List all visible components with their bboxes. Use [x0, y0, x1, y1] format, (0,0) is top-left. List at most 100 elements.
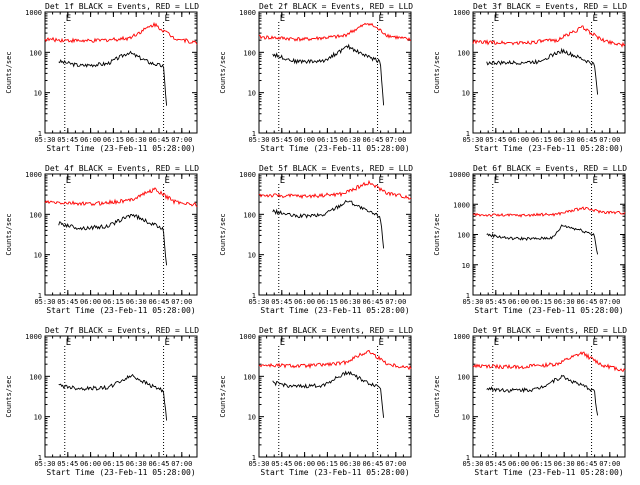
x-axis-label: Start Time (23-Feb-11 05:28:00) — [474, 306, 623, 315]
plot-frame — [472, 11, 626, 134]
events-series-line — [272, 370, 385, 418]
x-tick-label: 06:00 — [294, 136, 315, 144]
y-axis-label: Counts/sec — [219, 375, 227, 417]
plot-frame — [258, 173, 412, 296]
x-tick-label: 06:15 — [103, 136, 124, 144]
x-tick-label: 05:45 — [57, 136, 78, 144]
x-tick-label: 05:30 — [248, 298, 269, 306]
event-marker-label: E — [593, 14, 598, 24]
x-tick-label: 06:00 — [80, 298, 101, 306]
events-series-line — [486, 374, 599, 416]
lld-series-line — [472, 25, 626, 48]
y-tick-label: 1000 — [453, 201, 470, 209]
event-marker-label: E — [165, 176, 170, 186]
x-tick-label: 05:45 — [57, 298, 78, 306]
x-tick-label: 06:15 — [531, 298, 552, 306]
x-tick-label: 05:45 — [57, 460, 78, 468]
events-series-line — [58, 50, 168, 106]
x-axis-label: Start Time (23-Feb-11 05:28:00) — [46, 306, 195, 315]
y-tick-label: 1000 — [239, 333, 256, 341]
event-marker-label: E — [66, 14, 71, 24]
panel-title: Det 8f BLACK = Events, RED = LLD — [259, 326, 413, 335]
panel-det-5: Det 5f BLACK = Events, RED = LLD Counts/s… — [219, 164, 413, 315]
y-tick-label: 1 — [466, 292, 470, 300]
x-axis-label: Start Time (23-Feb-11 05:28:00) — [260, 468, 409, 477]
y-tick-label: 10 — [34, 252, 42, 260]
x-tick-label: 06:30 — [340, 298, 361, 306]
y-tick-label: 10 — [462, 262, 470, 270]
y-axis-label: Counts/sec — [433, 213, 441, 255]
x-tick-label: 07:00 — [171, 460, 192, 468]
lld-series-line — [472, 206, 626, 218]
x-tick-label: 06:30 — [340, 460, 361, 468]
x-tick-label: 07:00 — [599, 136, 620, 144]
x-axis-label: Start Time (23-Feb-11 05:28:00) — [260, 144, 409, 153]
panel-det-2: Det 2f BLACK = Events, RED = LLD Counts/s… — [219, 2, 413, 153]
event-marker-label: E — [494, 176, 499, 186]
y-tick-label: 100 — [457, 49, 470, 57]
x-tick-label: 07:00 — [171, 298, 192, 306]
panel-title: Det 3f BLACK = Events, RED = LLD — [473, 2, 627, 11]
x-tick-label: 05:45 — [271, 298, 292, 306]
x-tick-label: 07:00 — [385, 298, 406, 306]
y-tick-label: 10 — [248, 252, 256, 260]
plot-frame — [44, 335, 198, 458]
y-tick-label: 100 — [457, 232, 470, 240]
x-tick-label: 06:30 — [554, 298, 575, 306]
y-tick-label: 100 — [243, 49, 256, 57]
y-tick-label: 100 — [29, 211, 42, 219]
event-marker-label: E — [593, 176, 598, 186]
x-axis-label: Start Time (23-Feb-11 05:28:00) — [474, 144, 623, 153]
x-tick-label: 06:45 — [362, 460, 383, 468]
y-tick-label: 100 — [29, 49, 42, 57]
x-tick-label: 06:15 — [103, 460, 124, 468]
event-marker-label: E — [280, 176, 285, 186]
x-tick-label: 06:00 — [508, 136, 529, 144]
x-tick-label: 06:15 — [317, 298, 338, 306]
x-tick-label: 05:45 — [271, 136, 292, 144]
plot-frame — [44, 11, 198, 134]
y-axis-label: Counts/sec — [219, 213, 227, 255]
y-tick-label: 10 — [34, 414, 42, 422]
y-tick-label: 100 — [243, 211, 256, 219]
lld-series-line — [44, 21, 198, 45]
x-tick-label: 06:15 — [531, 136, 552, 144]
x-tick-label: 06:30 — [126, 298, 147, 306]
x-tick-label: 06:00 — [508, 298, 529, 306]
event-marker-label: E — [379, 338, 384, 348]
event-marker-label: E — [280, 338, 285, 348]
x-tick-label: 06:30 — [554, 136, 575, 144]
x-tick-label: 06:30 — [554, 460, 575, 468]
x-tick-label: 05:45 — [485, 460, 506, 468]
event-marker-label: E — [379, 176, 384, 186]
x-tick-label: 06:15 — [103, 298, 124, 306]
event-marker-label: E — [165, 14, 170, 24]
event-marker-label: E — [280, 14, 285, 24]
lld-series-line — [258, 349, 412, 371]
panel-title: Det 6f BLACK = Events, RED = LLD — [473, 164, 627, 173]
x-axis-label: Start Time (23-Feb-11 05:28:00) — [46, 468, 195, 477]
x-tick-label: 06:15 — [317, 136, 338, 144]
x-tick-label: 06:45 — [576, 136, 597, 144]
events-series-line — [486, 47, 599, 95]
x-tick-label: 06:45 — [148, 460, 169, 468]
y-tick-label: 100 — [243, 373, 256, 381]
y-tick-label: 10000 — [449, 171, 470, 179]
events-series-line — [272, 43, 385, 106]
panel-det-9: Det 9f BLACK = Events, RED = LLD Counts/s… — [433, 326, 627, 477]
event-marker-label: E — [593, 338, 598, 348]
plot-frame — [472, 335, 626, 458]
y-tick-label: 100 — [457, 373, 470, 381]
y-tick-label: 100 — [29, 373, 42, 381]
x-tick-label: 06:30 — [340, 136, 361, 144]
y-axis-label: Counts/sec — [219, 51, 227, 93]
panel-title: Det 5f BLACK = Events, RED = LLD — [259, 164, 413, 173]
x-tick-label: 06:00 — [508, 460, 529, 468]
panel-title: Det 9f BLACK = Events, RED = LLD — [473, 326, 627, 335]
x-tick-label: 06:45 — [148, 298, 169, 306]
y-axis-label: Counts/sec — [433, 375, 441, 417]
plot-frame — [44, 173, 198, 296]
event-marker-label: E — [165, 338, 170, 348]
x-tick-label: 05:30 — [248, 136, 269, 144]
